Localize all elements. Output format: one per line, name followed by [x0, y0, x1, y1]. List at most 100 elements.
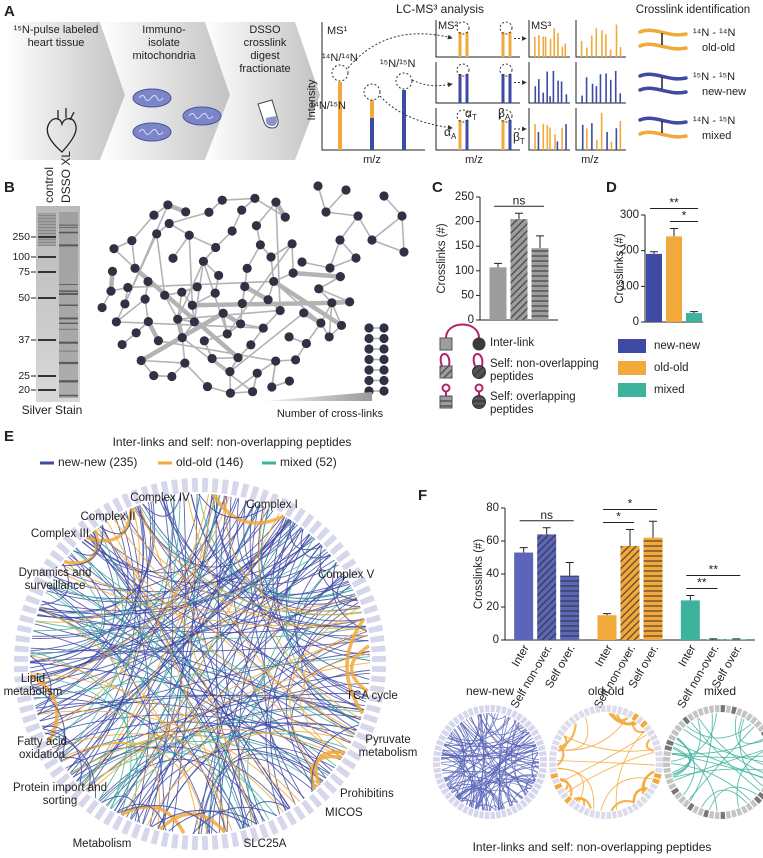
bar [620, 545, 640, 640]
ring-segment [473, 809, 480, 818]
chord [609, 712, 629, 722]
network-node [177, 287, 187, 297]
chord [30, 559, 103, 656]
network-node [109, 244, 119, 254]
ring-segment [714, 811, 720, 819]
ring-segment [49, 765, 65, 779]
chord [310, 754, 343, 791]
type-label: new-new [702, 86, 746, 98]
chord [146, 730, 352, 826]
network-node [218, 308, 228, 318]
chord [186, 494, 348, 750]
ring-segment [440, 787, 450, 795]
legend-label: new-new (235) [58, 455, 137, 469]
ring-segment [140, 827, 151, 843]
ring-segment [371, 645, 386, 653]
x-axis-label: m/z [363, 154, 381, 166]
ring-segment [519, 799, 528, 808]
ms3-peak [601, 30, 603, 57]
chord [49, 496, 175, 744]
ms2-peak [501, 120, 505, 150]
ring-segment [452, 799, 461, 808]
ring-segment [62, 780, 77, 794]
ring-segment [365, 704, 381, 714]
ring-segment [594, 811, 601, 819]
network-node [335, 235, 345, 245]
ms3-peak [581, 95, 583, 103]
ring-segment [643, 791, 652, 800]
network-node [255, 240, 266, 250]
network-node [152, 229, 162, 239]
error-bar [565, 561, 574, 576]
chord [289, 520, 323, 551]
chord [162, 494, 187, 831]
sector-label: Complex IV [130, 492, 190, 504]
ring-segment [181, 835, 189, 850]
ring-segment [550, 772, 559, 779]
legend-label: Self: non-overlapping peptides [490, 358, 599, 383]
ring-segment [49, 549, 65, 563]
peak [370, 118, 374, 150]
ring-segment [211, 835, 219, 850]
chord [673, 768, 763, 778]
ring-segment [15, 685, 31, 693]
ring-segment [484, 705, 490, 713]
ring-segment [552, 739, 561, 746]
ring-segment [33, 740, 49, 753]
peptide-strand [638, 28, 688, 37]
ring-segment [653, 772, 662, 779]
chord [677, 737, 695, 796]
ms3-peak [549, 127, 551, 150]
ring-segment [687, 802, 695, 812]
ring-segment [368, 694, 383, 704]
ring-segment [653, 745, 662, 752]
ring-segment [444, 791, 453, 800]
chord [101, 795, 140, 823]
ms3-peak [565, 124, 567, 150]
ring-segment [539, 756, 547, 762]
network-edge [188, 234, 216, 249]
ms2-peak [508, 74, 512, 103]
network-edge [329, 257, 357, 269]
ring-segment [329, 541, 345, 556]
ring-segment [714, 705, 720, 713]
significance-label: ** [669, 196, 679, 210]
ladder-label: 100 [12, 251, 30, 263]
ms2-peak [465, 74, 469, 103]
ring-segment [674, 724, 683, 733]
ring-segment [753, 720, 762, 729]
error-bar [603, 613, 611, 616]
ring-segment [230, 481, 240, 496]
ms2-peak [508, 120, 512, 150]
ms3-peak [590, 35, 593, 57]
ring-segment [736, 708, 743, 717]
ring-segment [500, 809, 507, 818]
y-tick-label: 60 [486, 535, 499, 547]
chord [458, 797, 468, 806]
chord [460, 789, 506, 809]
ring-segment [462, 710, 470, 719]
ms3-label: MS³ [531, 20, 552, 32]
chord [462, 720, 540, 763]
ms3-peak [586, 47, 588, 57]
chord [531, 744, 539, 770]
ms3-peak [615, 128, 618, 150]
fragment-symbol: β [498, 106, 505, 120]
chord [449, 734, 484, 811]
sector-label: Complex III [30, 528, 90, 540]
chord [39, 606, 242, 830]
chord [300, 528, 331, 559]
chord [533, 765, 539, 773]
ring-segment [635, 716, 644, 725]
network-edge [226, 243, 293, 335]
network-node [297, 257, 307, 267]
step-text: ¹⁵N-pulse labeled heart tissue [13, 24, 99, 49]
ring-segment [594, 705, 601, 713]
ring-segment [94, 805, 107, 821]
ring-segment [560, 724, 569, 733]
chord [736, 751, 763, 808]
chord [258, 506, 362, 720]
network-edge [255, 201, 277, 227]
ring-segment [527, 791, 536, 800]
peptide-strand [638, 116, 688, 125]
